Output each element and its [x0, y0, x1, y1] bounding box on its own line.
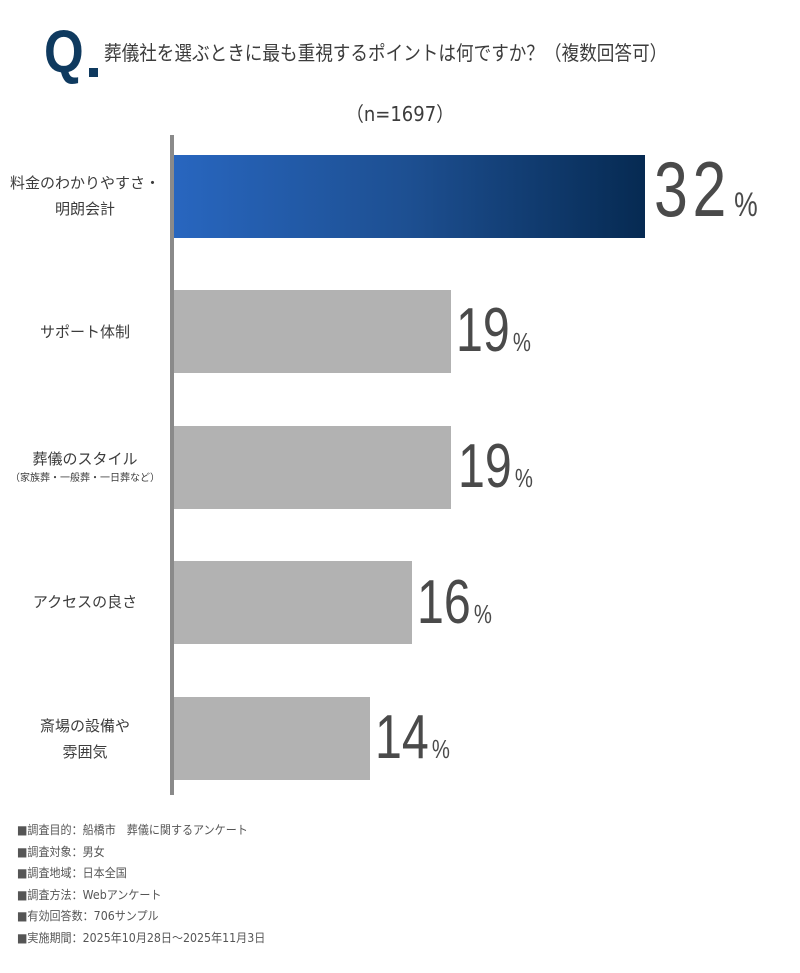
question-mark-dot [89, 68, 98, 77]
category-label-line2: 明朗会計 [54, 200, 115, 218]
chart-axis [170, 135, 174, 795]
category-label-line1: アクセスの良さ [32, 593, 138, 611]
category-label-line1: 葬儀のスタイル [32, 450, 138, 468]
category-label: アクセスの良さ [0, 589, 170, 615]
category-label: 斎場の設備や 雰囲気 [0, 713, 170, 765]
bar [174, 290, 451, 373]
value-number: 16 [417, 568, 471, 637]
value-number: 14 [375, 703, 429, 772]
category-label-line1: 料金のわかりやすさ・ [9, 174, 160, 192]
bar [174, 561, 412, 644]
value-label: 19% [458, 436, 533, 498]
bar [174, 697, 370, 780]
bar-highlighted [174, 155, 645, 238]
category-label: サポート体制 [0, 319, 170, 345]
category-label: 料金のわかりやすさ・ 明朗会計 [0, 170, 170, 222]
note-purpose: ■調査目的：船橋市 葬儀に関するアンケート [17, 823, 248, 837]
category-label-line2: 雰囲気 [62, 743, 108, 761]
value-unit: % [431, 734, 450, 764]
value-label: 19% [456, 300, 531, 362]
note-responses: ■有効回答数：706サンプル [17, 909, 159, 923]
sample-size: （n=1697） [345, 102, 455, 126]
category-label-line1: サポート体制 [39, 323, 130, 341]
note-target: ■調査対象：男女 [17, 844, 105, 859]
note-method: ■調査方法：Webアンケート [17, 887, 162, 902]
value-label: 16% [417, 572, 492, 634]
value-unit: % [734, 186, 758, 224]
survey-notes: ■調査目的：船橋市 葬儀に関するアンケート ■調査対象：男女 ■調査地域：日本全… [17, 820, 265, 949]
value-number: 19 [458, 432, 512, 501]
value-unit: % [512, 327, 531, 357]
note-region: ■調査地域：日本全国 [17, 866, 127, 880]
category-label-sub: （家族葬・一般葬・一日葬など） [10, 473, 160, 484]
note-period: ■実施期間：2025年10月28日～2025年11月3日 [17, 930, 266, 945]
question-mark-q: Q [44, 18, 84, 85]
value-unit: % [514, 463, 533, 493]
value-number: 32 [654, 145, 732, 233]
value-label: 14% [375, 707, 450, 769]
category-label-line1: 斎場の設備や [39, 717, 130, 735]
value-number: 19 [456, 296, 510, 365]
value-label: 32% [654, 150, 758, 228]
category-label: 葬儀のスタイル （家族葬・一般葬・一日葬など） [0, 446, 170, 486]
value-unit: % [473, 599, 492, 629]
bar [174, 426, 451, 509]
question-title: 葬儀社を選ぶときに最も重視するポイントは何ですか？（複数回答可） [104, 41, 668, 65]
